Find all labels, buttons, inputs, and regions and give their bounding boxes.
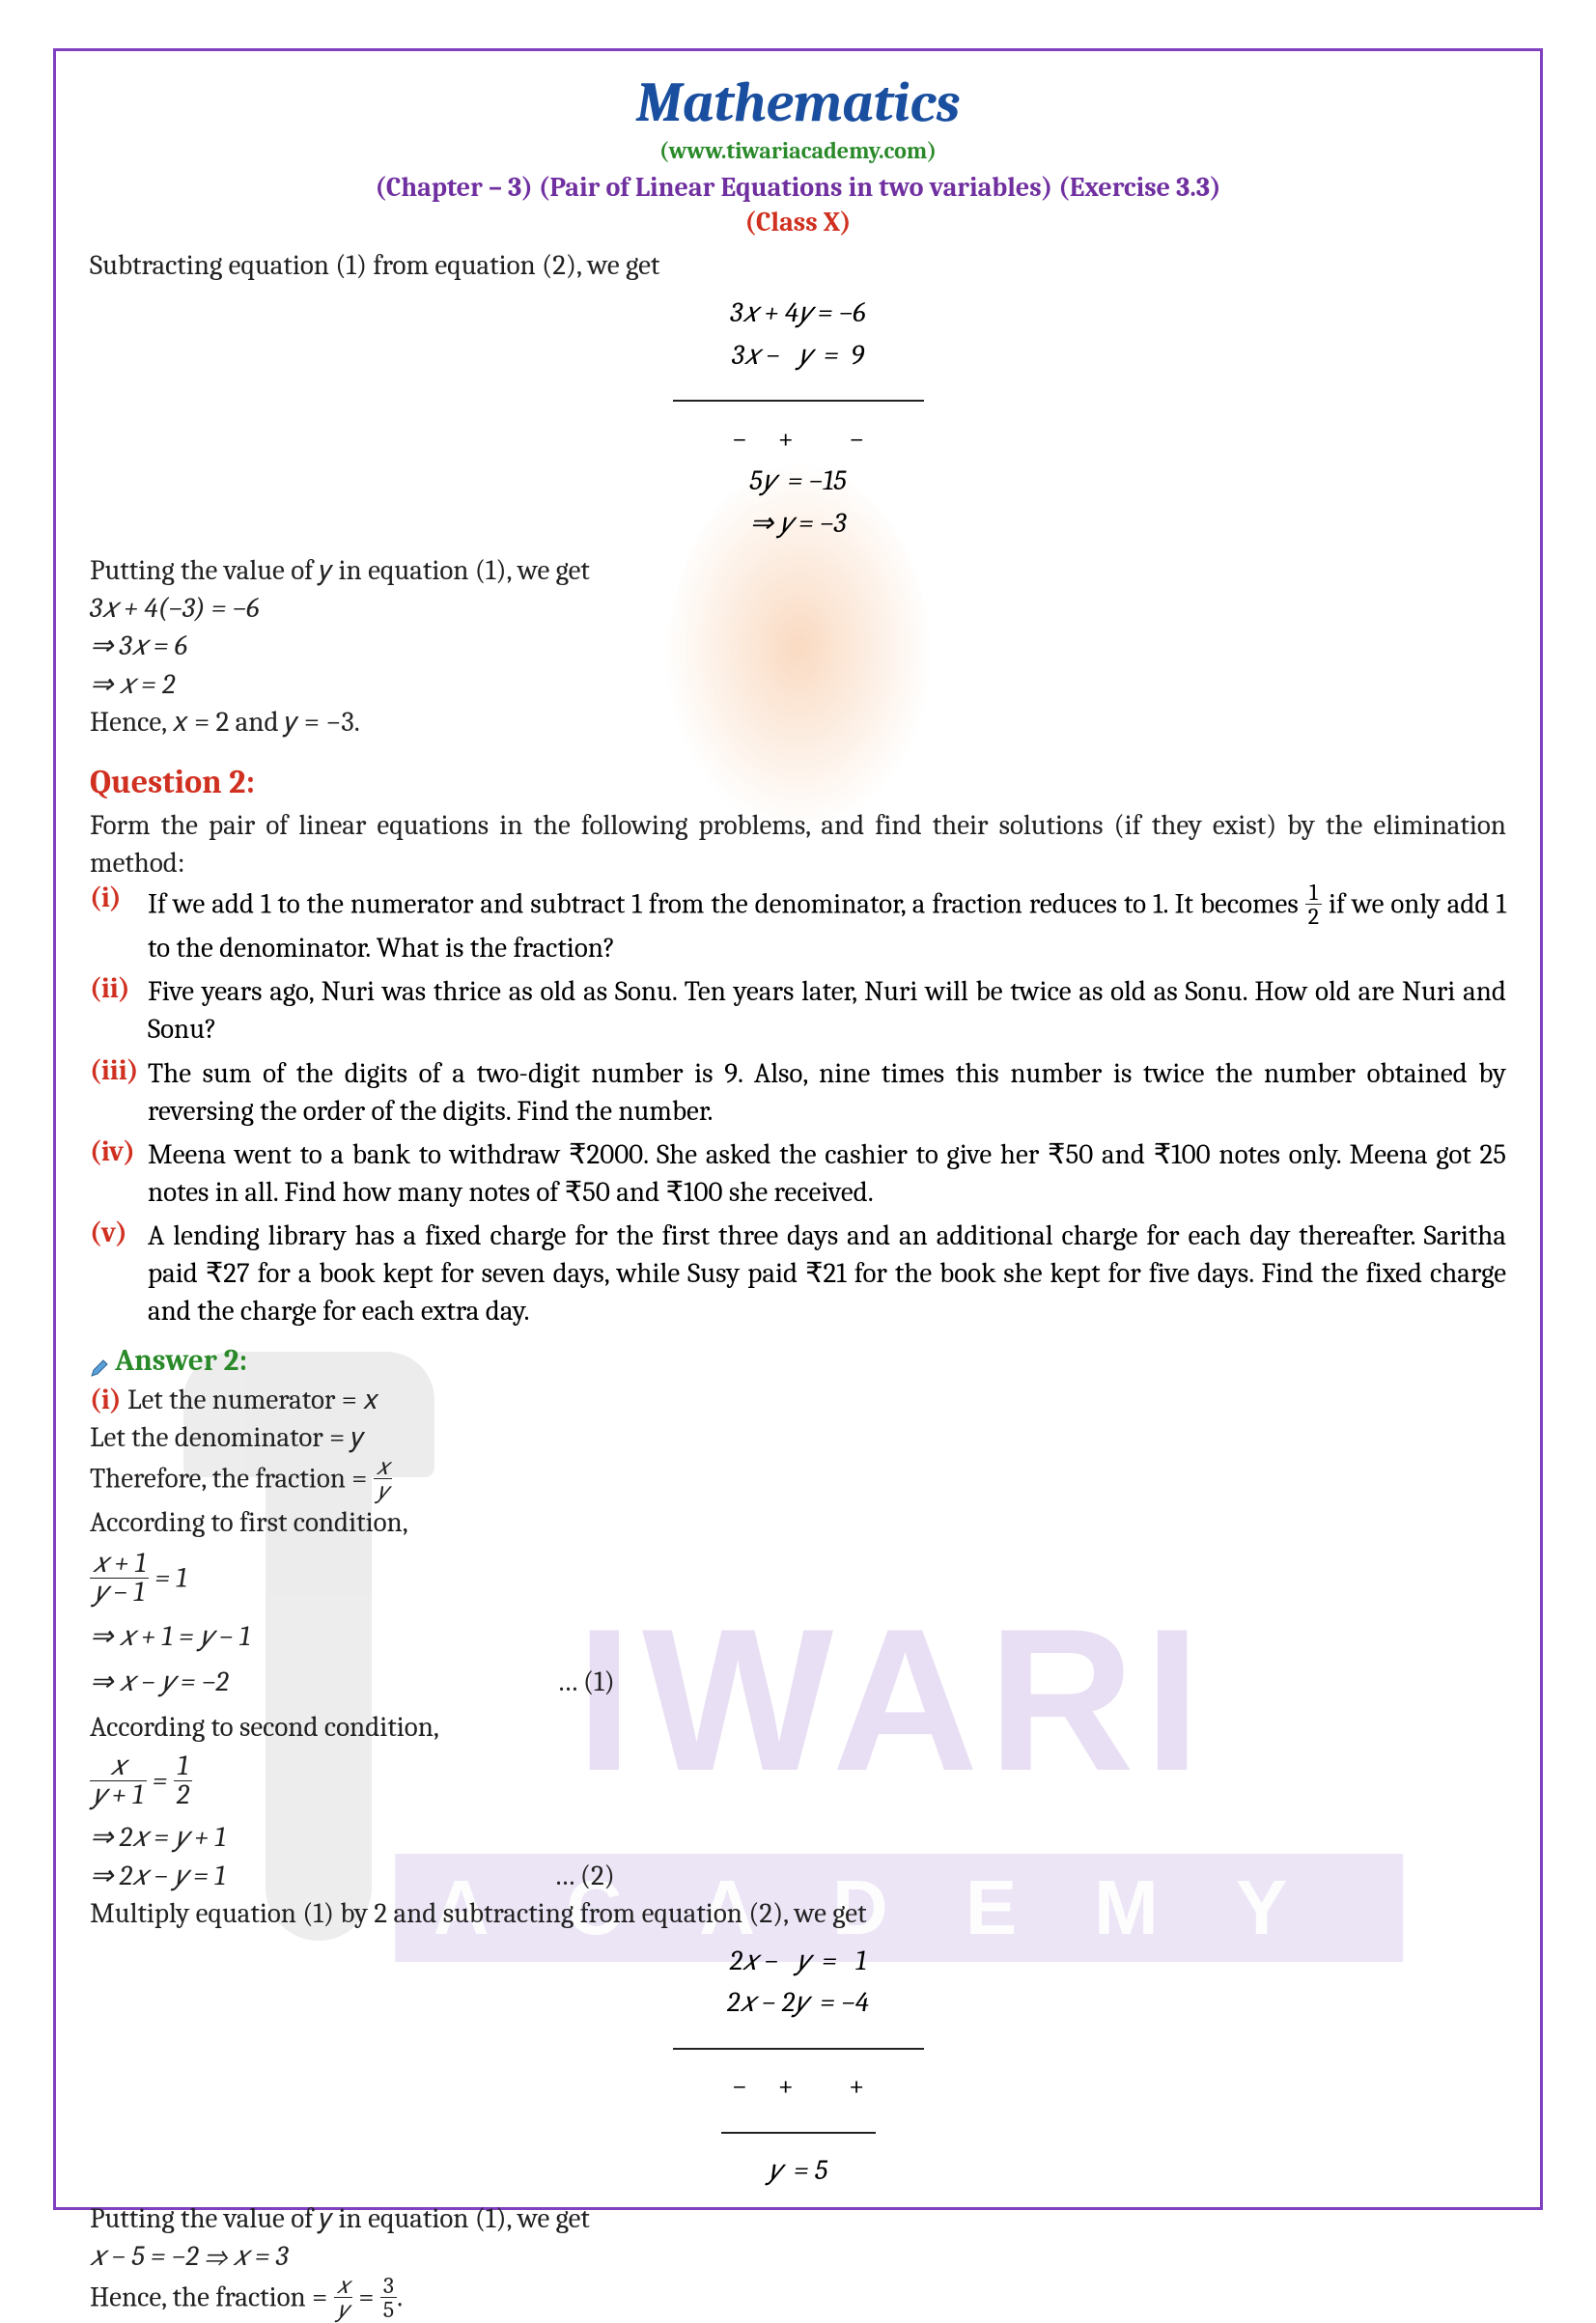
a2-l1: Let the denominator = 𝑦 (90, 1419, 1506, 1457)
item-num: (v) (90, 1217, 148, 1330)
page-frame: Mathematics (www.tiwariacademy.com) (Cha… (53, 48, 1543, 2210)
item-text: The sum of the digits of a two-digit num… (148, 1055, 1506, 1131)
q2-item-i: (i) If we add 1 to the numerator and sub… (90, 882, 1506, 967)
item-text: If we add 1 to the numerator and subtrac… (148, 882, 1506, 967)
eq-rhs: = 1 (155, 1562, 187, 1594)
eq: ⇒ 2𝑥 − 𝑦 = 1 (90, 1861, 226, 1892)
a2-f2: Hence, the fraction = 𝑥𝑦 = 35. (90, 2276, 1506, 2323)
question-2-head: Question 2: (90, 763, 1506, 801)
eq: ⇒ 𝑥 − 𝑦 = −2 (90, 1666, 229, 1698)
class-line: (Class X) (90, 207, 1506, 238)
eq-line: 2𝑥 − 𝑦 = 1 (90, 1941, 1506, 1983)
eq-line: 5𝑦 = −15 (90, 461, 1506, 503)
sec1-l2: ⇒ 3𝑥 = 6 (90, 628, 1506, 665)
pencil-icon (90, 1351, 109, 1370)
answer-2-head: Answer 2: (90, 1343, 1506, 1378)
math-rule (673, 2048, 924, 2050)
a2-eq2a: 𝑥𝑦 + 1 = 12 (90, 1754, 1506, 1811)
chapter-line: (Chapter – 3) (Pair of Linear Equations … (90, 172, 1506, 203)
a2-cond2: According to second condition, (90, 1709, 1506, 1747)
item-num: (ii) (90, 973, 148, 1049)
a2-mult: Multiply equation (1) by 2 and subtracti… (90, 1895, 1506, 1933)
q2-item-iii: (iii) The sum of the digits of a two-dig… (90, 1055, 1506, 1131)
a2-eq2c: ⇒ 2𝑥 − 𝑦 = 1 … (2) (90, 1858, 1506, 1895)
fraction-half: 12 (1305, 881, 1322, 928)
text: Therefore, the fraction = (90, 1463, 374, 1495)
answer-head-text: Answer 2: (115, 1343, 247, 1378)
sec1-l3: ⇒ 𝑥 = 2 (90, 666, 1506, 704)
a2-i-line0: (i) Let the numerator = 𝑥 (90, 1382, 1506, 1419)
eq-line: 2𝑥 − 2𝑦 = −4 (90, 1982, 1506, 2025)
a2-eq1c: ⇒ 𝑥 − 𝑦 = −2 … (1) (90, 1664, 1506, 1701)
sec1-intro: Subtracting equation (1) from equation (… (90, 247, 1506, 285)
sec1-math: 3𝑥 + 4𝑦 = −6 3𝑥 − 𝑦 = 9 − + − 5𝑦 = −15 ⇒… (90, 293, 1506, 545)
fraction-35: 35 (380, 2274, 397, 2321)
a2-f1: 𝑥 − 5 = −2 ⇒ 𝑥 = 3 (90, 2238, 1506, 2276)
sec1-put: Putting the value of 𝑦 in equation (1), … (90, 552, 1506, 590)
text: = (352, 2281, 380, 2313)
q2-prompt: Form the pair of linear equations in the… (90, 807, 1506, 882)
fraction-xy1: 𝑥𝑦 + 1 (90, 1752, 147, 1809)
q2-item-iv: (iv) Meena went to a bank to withdraw ₹2… (90, 1136, 1506, 1212)
item-text: Meena went to a bank to withdraw ₹2000. … (148, 1136, 1506, 1212)
text: Hence, the fraction = (90, 2281, 334, 2313)
q2-item-v: (v) A lending library has a fixed charge… (90, 1217, 1506, 1330)
content-area: Mathematics (www.tiwariacademy.com) (Cha… (90, 70, 1506, 2323)
item-num: (iii) (90, 1055, 148, 1131)
a2-eq2b: ⇒ 2𝑥 = 𝑦 + 1 (90, 1819, 1506, 1857)
eq-tag: … (1) (557, 1666, 615, 1698)
eq-line: 3𝑥 − 𝑦 = 9 (90, 335, 1506, 378)
eq-line: ⇒ 𝑦 = −3 (90, 503, 1506, 546)
text: Let the numerator = 𝑥 (122, 1385, 379, 1416)
q2-item-ii: (ii) Five years ago, Nuri was thrice as … (90, 973, 1506, 1049)
item-text: A lending library has a fixed charge for… (148, 1217, 1506, 1330)
eq-line: 𝑦 = 5 (90, 2150, 1506, 2193)
sec1-l1: 3𝑥 + 4(−3) = −6 (90, 590, 1506, 628)
math-rule (673, 400, 924, 402)
a2-put: Putting the value of 𝑦 in equation (1), … (90, 2200, 1506, 2238)
item-text: Five years ago, Nuri was thrice as old a… (148, 973, 1506, 1049)
fraction-xy: 𝑥𝑦 (334, 2274, 352, 2321)
item-num: (i) (90, 1385, 122, 1416)
fraction-x1y1: 𝑥 + 1𝑦 − 1 (90, 1550, 149, 1607)
fraction-xy: 𝑥𝑦 (374, 1455, 392, 1502)
math-rule (721, 2132, 876, 2134)
text: . (397, 2281, 403, 2313)
page-title: Mathematics (90, 70, 1506, 135)
a2-l2: Therefore, the fraction = 𝑥𝑦 (90, 1457, 1506, 1504)
a2-cond1: According to first condition, (90, 1504, 1506, 1542)
a2-math: 2𝑥 − 𝑦 = 1 2𝑥 − 2𝑦 = −4 − + + 𝑦 = 5 (90, 1941, 1506, 2193)
eq-signs: − + + (90, 2066, 1506, 2109)
item-num: (i) (90, 882, 148, 967)
eq-tag: … (2) (554, 1861, 615, 1892)
site-url: (www.tiwariacademy.com) (90, 137, 1506, 164)
item-num: (iv) (90, 1136, 148, 1212)
a2-eq1b: ⇒ 𝑥 + 1 = 𝑦 − 1 (90, 1618, 1506, 1656)
item-text-part: If we add 1 to the numerator and subtrac… (148, 888, 1305, 920)
a2-eq1a: 𝑥 + 1𝑦 − 1 = 1 (90, 1552, 1506, 1609)
eq-line: 3𝑥 + 4𝑦 = −6 (90, 293, 1506, 335)
fraction-half: 12 (174, 1752, 192, 1809)
eq-signs: − + − (90, 419, 1506, 462)
sec1-l4: Hence, 𝑥 = 2 and 𝑦 = −3. (90, 704, 1506, 742)
